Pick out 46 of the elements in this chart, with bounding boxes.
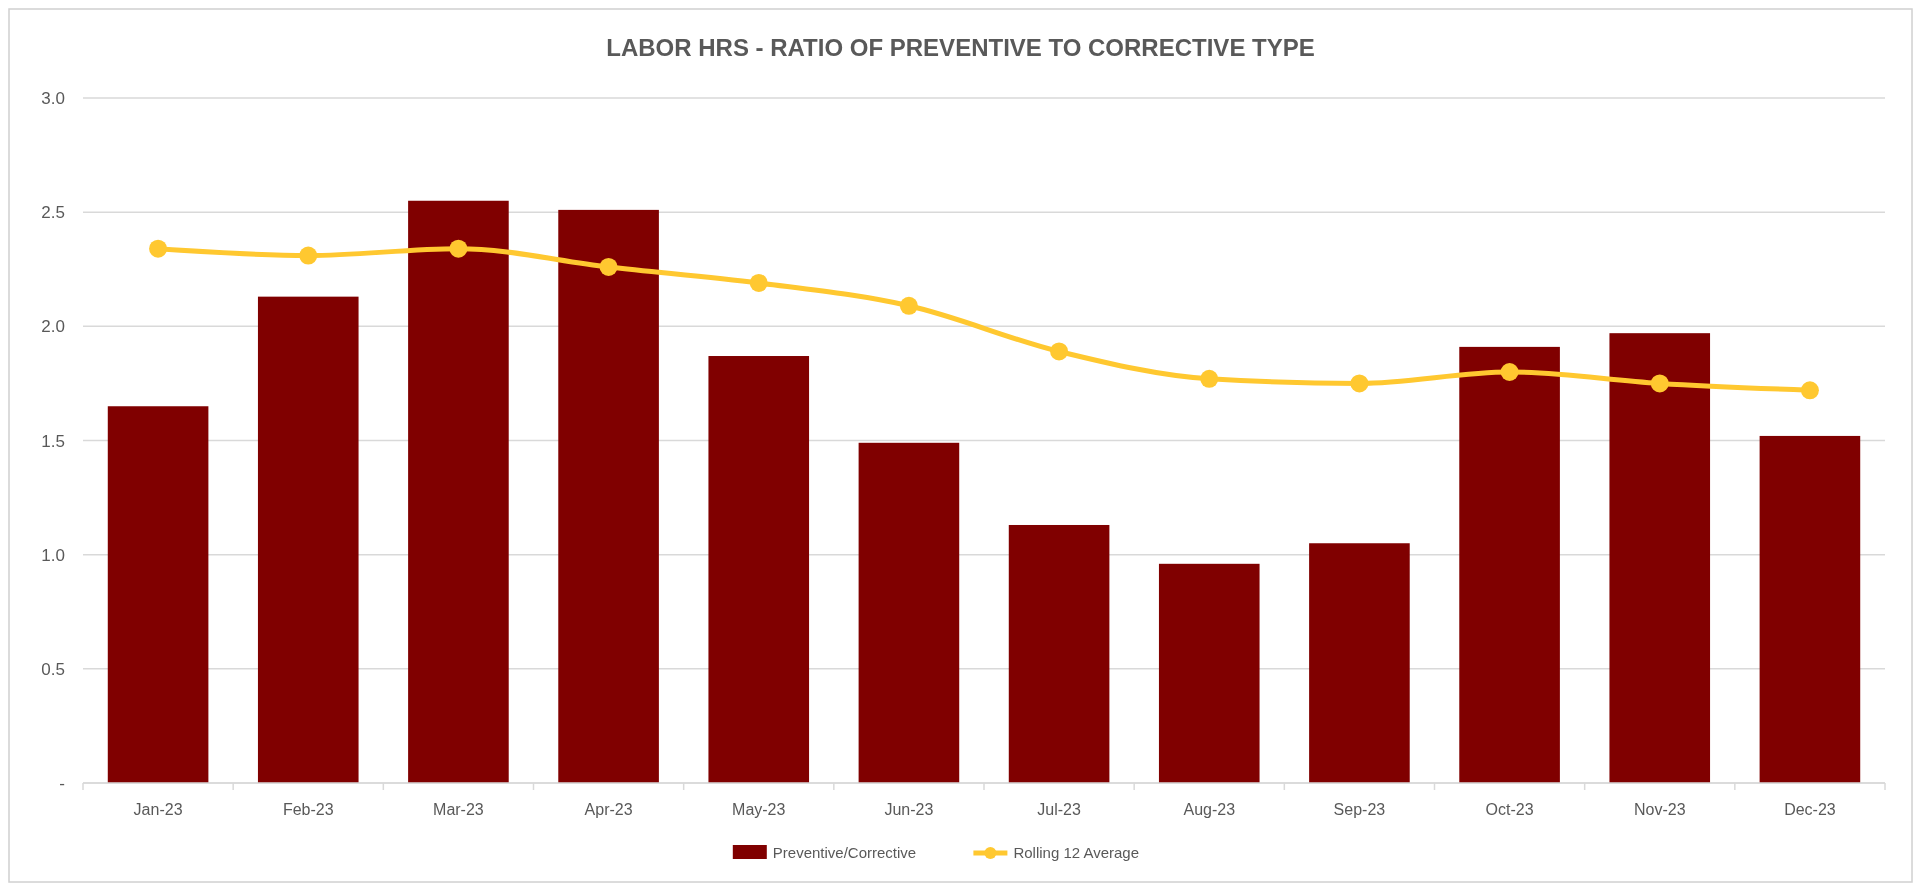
bar bbox=[107, 406, 209, 783]
bar bbox=[1008, 524, 1110, 783]
legend-label: Preventive/Corrective bbox=[772, 844, 917, 861]
y-tick-label: - bbox=[59, 774, 65, 793]
point bbox=[599, 257, 618, 276]
bar bbox=[257, 296, 359, 783]
point bbox=[449, 239, 468, 258]
bar bbox=[408, 200, 509, 783]
x-tick-label: Sep-23 bbox=[1333, 801, 1386, 818]
bar bbox=[858, 442, 960, 783]
point bbox=[1200, 369, 1219, 388]
x-tick-label: Mar-23 bbox=[433, 801, 484, 818]
bar bbox=[1158, 563, 1260, 783]
x-tick-label: Dec-23 bbox=[1784, 801, 1836, 818]
point bbox=[1800, 381, 1819, 400]
y-tick-label: 3.0 bbox=[41, 89, 65, 108]
point bbox=[1500, 363, 1519, 381]
bar bbox=[1459, 346, 1560, 783]
y-tick-label: 2.5 bbox=[41, 203, 65, 223]
x-tick-label: Feb-23 bbox=[282, 801, 334, 818]
point bbox=[1050, 342, 1069, 361]
chart-title: LABOR HRS - RATIO OF PREVENTIVE TO CORRECTIVE TYPE bbox=[606, 34, 1315, 61]
y-tick-label: 1.0 bbox=[41, 545, 65, 565]
point bbox=[1350, 374, 1369, 393]
bar bbox=[1309, 543, 1410, 783]
x-tick-label: May-23 bbox=[732, 801, 786, 818]
point bbox=[749, 273, 768, 292]
point bbox=[899, 296, 918, 315]
bar bbox=[1759, 435, 1861, 783]
bar bbox=[1609, 333, 1711, 783]
bar bbox=[558, 209, 659, 783]
y-tick-label: 2.0 bbox=[41, 317, 65, 337]
x-tick-label: Aug-23 bbox=[1183, 801, 1236, 818]
point bbox=[1650, 374, 1669, 393]
x-tick-label: Jul-23 bbox=[1037, 801, 1081, 818]
x-tick-label: Nov-23 bbox=[1633, 801, 1686, 818]
bar bbox=[708, 356, 810, 783]
legend-label: Rolling 12 Average bbox=[1013, 844, 1140, 861]
x-tick-label: Jan-23 bbox=[133, 801, 183, 818]
y-tick-label: 0.5 bbox=[41, 659, 65, 679]
x-tick-label: Oct-23 bbox=[1485, 801, 1534, 818]
y-tick-label: 1.5 bbox=[41, 431, 65, 451]
x-tick-label: Apr-23 bbox=[584, 801, 633, 818]
point bbox=[149, 239, 168, 258]
point bbox=[299, 246, 318, 265]
x-tick-label: Jun-23 bbox=[884, 801, 934, 818]
